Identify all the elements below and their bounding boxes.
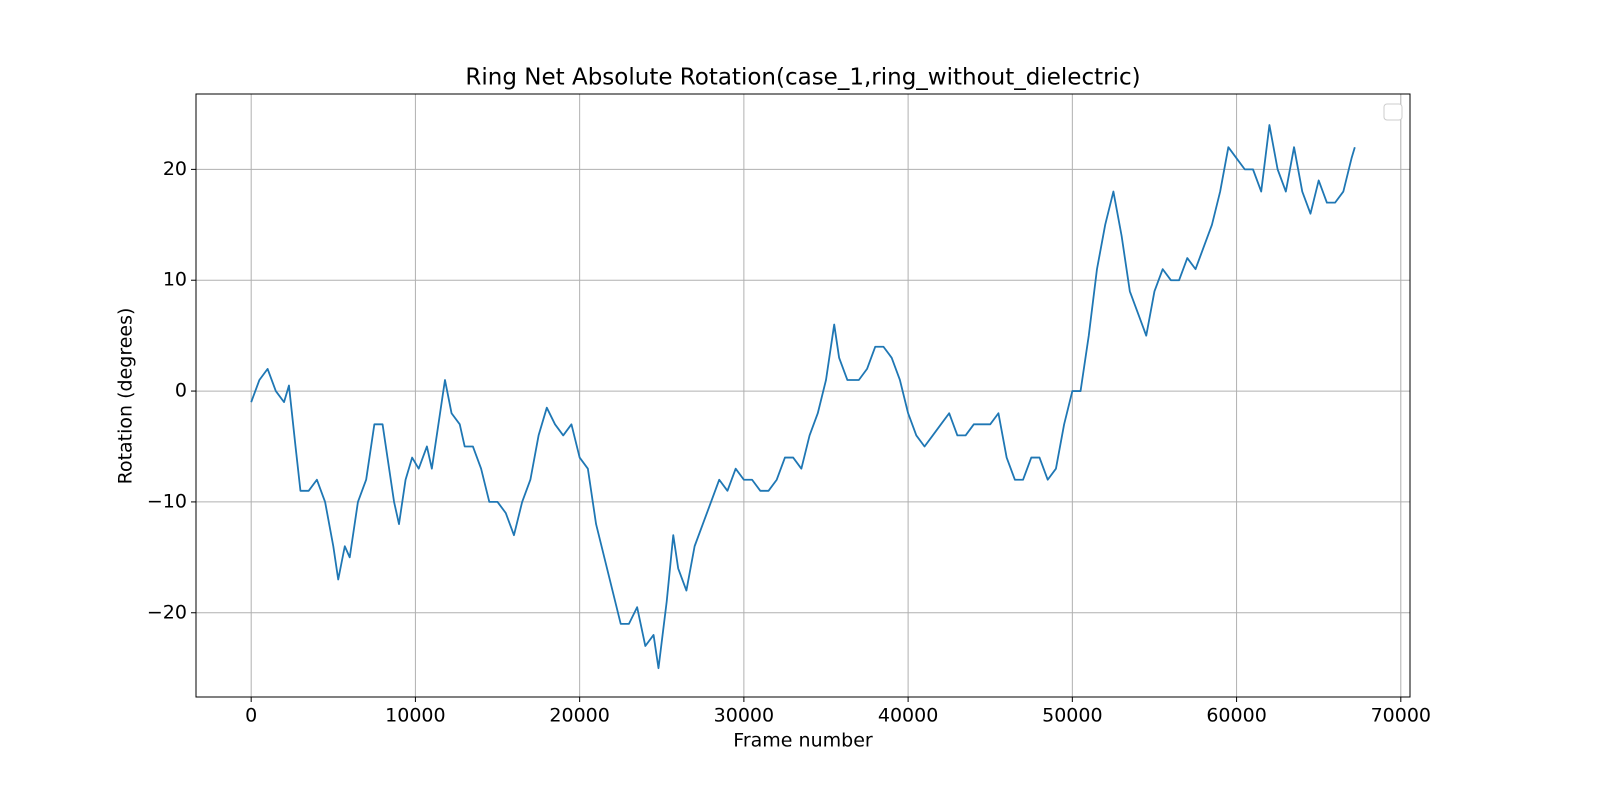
- x-tick-label: 70000: [1371, 705, 1431, 727]
- x-tick-label: 10000: [385, 705, 445, 727]
- grid: 0 10000 20000 30000 40000 50000 60000 70000 −20 −…: [147, 94, 1431, 727]
- x-tick-label: 60000: [1206, 705, 1266, 727]
- y-tick-label: −10: [147, 490, 187, 512]
- y-tick-label: 20: [163, 158, 187, 180]
- y-axis-label: Rotation (degrees): [115, 308, 137, 485]
- x-axis-label: Frame number: [733, 730, 873, 752]
- data-line: [250, 124, 1356, 670]
- x-tick-label: 40000: [878, 705, 938, 727]
- x-tick-label: 20000: [549, 705, 609, 727]
- plot: [250, 124, 1356, 670]
- x-tick-label: 0: [245, 705, 257, 727]
- y-tick-label: 10: [163, 269, 187, 291]
- x-tick-label: 30000: [714, 705, 774, 727]
- x-tick-label: 50000: [1042, 705, 1102, 727]
- y-tick-label: −20: [147, 601, 187, 623]
- y-tick-label: 0: [175, 380, 187, 402]
- plot-frame: [195, 93, 1411, 698]
- chart-title: Ring Net Absolute Rotation(case_1,ring_w…: [465, 65, 1140, 91]
- legend-box: [1383, 103, 1403, 121]
